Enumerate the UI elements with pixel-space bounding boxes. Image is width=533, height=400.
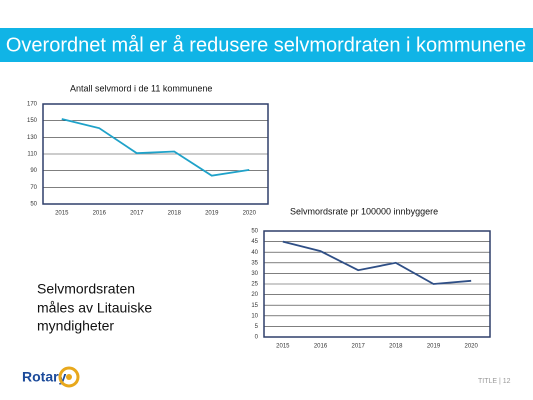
body-text: Selvmordsraten [37, 281, 135, 297]
chart-title: Antall selvmord i de 11 kommunene [70, 83, 212, 93]
x-tick-label: 2020 [464, 344, 478, 350]
x-tick-label: 2020 [243, 211, 257, 217]
y-tick-label: 150 [27, 118, 38, 124]
y-tick-label: 30 [251, 271, 258, 277]
data-line [61, 118, 250, 177]
y-tick-label: 20 [251, 292, 258, 298]
y-tick-label: 70 [30, 185, 37, 191]
slide-title: Overordnet mål er å redusere selvmordrat… [6, 34, 526, 56]
title-bar [0, 28, 533, 62]
chart-title: Selvmordsrate pr 100000 innbyggere [290, 206, 438, 216]
y-tick-label: 15 [251, 303, 258, 309]
x-tick-label: 2018 [168, 211, 182, 217]
logo-wheel [58, 366, 80, 388]
y-tick-label: 25 [251, 282, 258, 288]
data-line [282, 240, 472, 285]
plot-frame [42, 103, 269, 205]
x-tick-label: 2015 [276, 344, 290, 350]
x-tick-label: 2019 [427, 344, 441, 350]
y-tick-label: 40 [251, 250, 258, 256]
plot-frame [263, 230, 491, 338]
x-tick-label: 2015 [55, 211, 69, 217]
x-tick-label: 2017 [351, 344, 365, 350]
footer: TITLE | 12 [478, 378, 511, 385]
y-tick-label: 35 [251, 260, 258, 266]
y-tick-label: 110 [27, 152, 37, 158]
y-tick-label: 50 [251, 229, 258, 235]
body-text: måles av Litauiske [37, 300, 152, 316]
body-text: myndigheter [37, 318, 114, 334]
y-tick-label: 45 [251, 239, 258, 245]
y-tick-label: 170 [27, 102, 38, 108]
x-tick-label: 2017 [130, 211, 144, 217]
x-tick-label: 2018 [389, 344, 403, 350]
x-tick-label: 2016 [314, 344, 328, 350]
y-tick-label: 0 [255, 335, 259, 341]
y-tick-label: 5 [255, 324, 259, 330]
y-tick-label: 130 [27, 135, 38, 141]
y-tick-label: 90 [30, 168, 37, 174]
x-tick-label: 2019 [205, 211, 219, 217]
y-tick-label: 10 [251, 313, 258, 319]
y-tick-label: 50 [30, 202, 37, 208]
x-tick-label: 2016 [93, 211, 107, 217]
logo-text: Rotary [22, 369, 67, 385]
